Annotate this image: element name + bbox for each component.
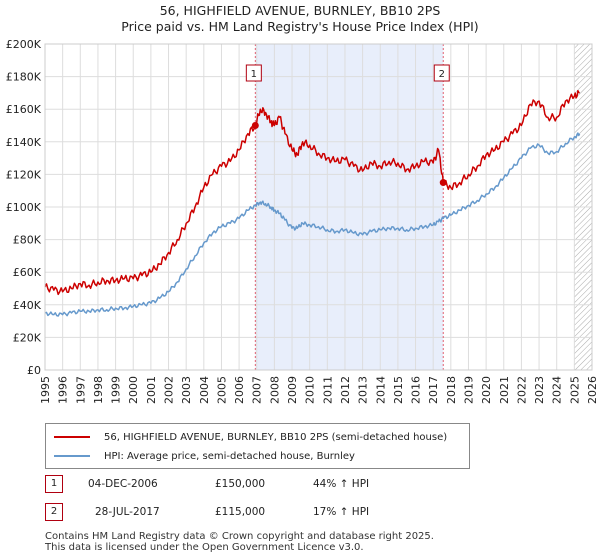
x-tick-label: 2004 [198, 376, 211, 404]
x-tick-label: 2013 [357, 376, 370, 404]
y-tick-label: £160K [6, 103, 42, 116]
x-tick-label: 1995 [39, 376, 52, 404]
transaction-label-box [433, 64, 450, 82]
attribution-footer: Contains HM Land Registry data © Crown c… [45, 531, 585, 553]
transaction-point [439, 179, 447, 187]
x-tick-label: 2005 [215, 376, 228, 404]
transaction-row: 1 04-DEC-2006 £150,000 44% ↑ HPI [45, 475, 565, 495]
property-price-line [44, 89, 580, 296]
x-tick-label: 1999 [110, 376, 123, 404]
chart-subtitle: Price paid vs. HM Land Registry's House … [121, 19, 479, 34]
x-tick-label: 2003 [180, 376, 193, 404]
transaction-hpi-change: 17% ↑ HPI [313, 506, 370, 518]
y-tick-label: £180K [6, 71, 42, 84]
x-tick-label: 2015 [392, 376, 405, 404]
transaction-price: £115,000 [215, 506, 266, 518]
x-tick-label: 2016 [410, 376, 423, 404]
x-tick-label: 2018 [445, 376, 458, 404]
x-tick-label: 2025 [568, 376, 581, 404]
transaction-number-badge: 2 [45, 503, 63, 521]
x-tick-label: 2023 [533, 376, 546, 404]
footer-line-2: This data is licensed under the Open Gov… [45, 542, 364, 553]
transaction-point [251, 122, 259, 129]
legend-item-hpi: HPI: Average price, semi-detached house,… [54, 448, 355, 464]
transaction-price: £150,000 [215, 478, 266, 490]
x-tick-label: 2006 [233, 376, 246, 404]
hpi-line [44, 132, 581, 317]
x-tick-label: 2008 [268, 376, 281, 404]
x-tick-label: 2014 [374, 376, 387, 404]
x-tick-label: 2012 [339, 376, 352, 404]
x-tick-label: 2007 [251, 376, 264, 404]
x-tick-label: 2002 [163, 376, 176, 404]
chart-title: 56, HIGHFIELD AVENUE, BURNLEY, BB10 2PS [159, 3, 441, 18]
x-tick-label: 2000 [127, 376, 140, 404]
plot-border [44, 43, 593, 371]
x-tick-label: 2022 [515, 376, 528, 404]
footer-line-1: Contains HM Land Registry data © Crown c… [45, 531, 434, 542]
x-tick-label: 2017 [427, 376, 440, 404]
y-tick-label: £80K [13, 234, 42, 247]
transaction-label-box [245, 64, 262, 82]
price-chart: 1 2 £0 £20K £40K £60K £80K £100K £120K £140K £160… [6, 38, 599, 404]
y-tick-label: £100K [6, 201, 42, 214]
x-tick-label: 2024 [551, 376, 564, 404]
y-tick-label: £200K [6, 38, 42, 51]
y-tick-label: £140K [6, 136, 42, 149]
transaction-row: 2 28-JUL-2017 £115,000 17% ↑ HPI [45, 503, 565, 523]
hpi-line-swatch [54, 455, 90, 457]
transaction-number-badge: 1 [45, 475, 63, 493]
x-tick-label: 2020 [480, 376, 493, 404]
x-tick-label: 2010 [304, 376, 317, 404]
y-tick-label: £20K [13, 331, 42, 344]
legend-property-label: 56, HIGHFIELD AVENUE, BURNLEY, BB10 2PS … [104, 431, 448, 443]
transaction-date: 04-DEC-2006 [88, 478, 158, 490]
legend-hpi-label: HPI: Average price, semi-detached house,… [104, 450, 355, 462]
legend-item-property: 56, HIGHFIELD AVENUE, BURNLEY, BB10 2PS … [54, 429, 447, 445]
transaction-label-number: 2 [439, 69, 445, 80]
x-tick-label: 2019 [462, 376, 475, 404]
legend: 56, HIGHFIELD AVENUE, BURNLEY, BB10 2PS … [45, 423, 470, 469]
y-tick-label: £120K [6, 168, 42, 181]
x-tick-label: 2001 [145, 376, 158, 404]
x-tick-label: 2009 [286, 376, 299, 404]
transaction-date: 28-JUL-2017 [95, 506, 160, 518]
x-tick-label: 2011 [321, 376, 334, 404]
y-tick-label: £0 [27, 364, 41, 377]
x-tick-label: 1998 [92, 376, 105, 404]
x-tick-label: 1997 [74, 376, 87, 404]
x-tick-label: 2021 [498, 376, 511, 404]
transaction-hpi-change: 44% ↑ HPI [313, 478, 370, 490]
transaction-label-number: 1 [251, 69, 257, 80]
x-tick-label: 2026 [586, 376, 599, 404]
y-tick-label: £40K [13, 299, 42, 312]
property-line-swatch [54, 436, 90, 438]
y-tick-label: £60K [13, 266, 42, 279]
x-tick-label: 1996 [57, 376, 70, 404]
